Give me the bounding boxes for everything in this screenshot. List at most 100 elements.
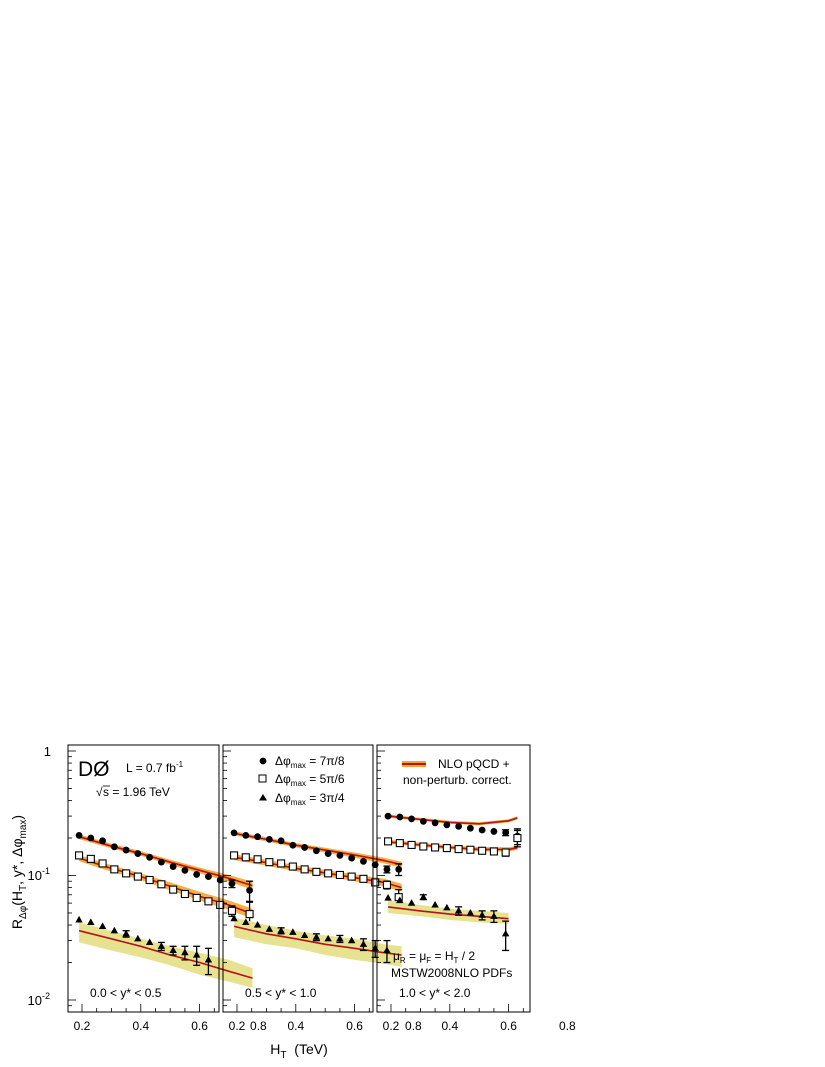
panel-2-frame <box>222 744 374 1013</box>
data-point <box>478 826 486 834</box>
data-point <box>478 911 486 918</box>
x-tick-label: 0.6 <box>500 1019 517 1033</box>
data-point <box>324 869 333 878</box>
data-point <box>454 906 463 914</box>
experiment-logo: DØ <box>78 758 110 781</box>
data-point <box>169 946 177 954</box>
data-point <box>193 871 201 878</box>
legend-label-3pi4: Δφmax = 3π/4 <box>275 791 345 807</box>
data-point <box>192 893 201 903</box>
data-point <box>110 865 119 874</box>
data-point <box>145 938 154 946</box>
series-3pi4 <box>75 915 213 976</box>
data-point <box>277 926 285 934</box>
data-point <box>204 897 213 906</box>
data-point <box>169 885 178 894</box>
data-point <box>466 824 474 832</box>
panel-3: 0.2 0.4 0.6 0.8 1.0 < y* < 2.0 <box>376 744 576 1033</box>
data-point <box>180 889 189 899</box>
data-point <box>288 862 297 871</box>
data-point <box>87 918 95 926</box>
data-point <box>455 822 463 830</box>
data-point <box>242 918 250 926</box>
x-tick-label: 0.8 <box>250 1019 267 1033</box>
x-tick-label: 0.2 <box>383 1019 400 1033</box>
data-point <box>265 925 274 932</box>
data-point <box>241 853 250 862</box>
data-point <box>384 837 393 846</box>
data-point <box>134 850 142 857</box>
data-point <box>335 870 344 880</box>
data-point <box>110 926 119 934</box>
data-point <box>157 942 166 949</box>
panel-1-frame <box>67 744 220 1013</box>
panel-2-ticks <box>223 750 370 1012</box>
data-point <box>419 893 428 900</box>
data-point <box>384 893 392 901</box>
data-point <box>359 940 368 947</box>
theory-line-3pi4 <box>388 906 509 920</box>
data-point <box>228 880 236 888</box>
x-tick-label: 0.4 <box>287 1019 304 1033</box>
data-point <box>383 946 391 954</box>
data-point <box>382 880 391 889</box>
data-point <box>324 934 332 942</box>
legend-marker-triangle <box>259 794 267 801</box>
data-point <box>490 912 498 919</box>
theory-band-3pi4 <box>79 922 253 988</box>
data-point <box>466 908 475 916</box>
data-point <box>312 847 320 855</box>
data-point <box>157 880 166 889</box>
data-point <box>419 842 428 851</box>
x-tick-label: 0.4 <box>441 1019 458 1033</box>
theory-legend: NLO pQCD + non-perturb. correct. <box>402 757 512 787</box>
y-tick-0p1: 10-1 <box>28 866 50 883</box>
x-tick-label: 0.4 <box>132 1019 149 1033</box>
x-axis-title: HT (TeV) <box>270 1041 327 1061</box>
data-point <box>396 813 404 821</box>
energy-label: √ s = 1.96 TeV <box>96 785 170 799</box>
series-5pi6 <box>75 851 254 930</box>
data-point <box>371 878 380 887</box>
data-point <box>87 834 95 842</box>
data-point <box>501 848 510 857</box>
data-point <box>359 874 368 883</box>
data-point <box>289 928 297 935</box>
panel-3-theory <box>388 814 518 924</box>
data-point <box>75 915 83 923</box>
data-point <box>300 931 309 939</box>
legend-label-5pi6: Δφmax = 5π/6 <box>275 772 345 788</box>
data-point <box>75 851 84 860</box>
x-tick-label: 0.6 <box>346 1019 363 1033</box>
data-point <box>300 865 309 874</box>
data-point <box>75 831 83 839</box>
data-point <box>181 948 189 956</box>
data-point <box>312 933 321 940</box>
data-point <box>336 934 344 942</box>
panels-group: 0.2 0.4 0.6 0.80.0 < y* < 0.50.2 0.4 0.6 0.80.… <box>67 744 576 1033</box>
panel-3-ticks <box>377 750 524 1012</box>
x-tick-label: 0.6 <box>191 1019 208 1033</box>
data-point <box>277 837 285 845</box>
panel-1-ticks <box>68 750 215 1012</box>
data-point <box>265 858 274 867</box>
x-tick-label: 0.2 <box>74 1019 91 1033</box>
theory-legend-line1: NLO pQCD + <box>438 757 510 771</box>
theory-line-7pi8 <box>388 815 518 825</box>
data-point <box>227 906 236 915</box>
theory-band-7pi8 <box>388 814 518 826</box>
legend-marker-circle <box>259 757 267 765</box>
legend-marker-square <box>258 774 267 783</box>
data-point <box>277 859 286 868</box>
data-point <box>419 817 427 825</box>
data-point <box>501 929 510 937</box>
data-point <box>134 934 142 942</box>
data-point <box>384 812 392 820</box>
data-point <box>347 872 356 881</box>
scale-note: μR = μF = HT / 2 <box>393 949 475 965</box>
data-point <box>348 854 356 862</box>
data-point <box>205 873 212 880</box>
data-point <box>443 821 451 829</box>
x-tick-label: 0.8 <box>405 1019 422 1033</box>
y-tick-0p01: 10-2 <box>28 991 50 1008</box>
